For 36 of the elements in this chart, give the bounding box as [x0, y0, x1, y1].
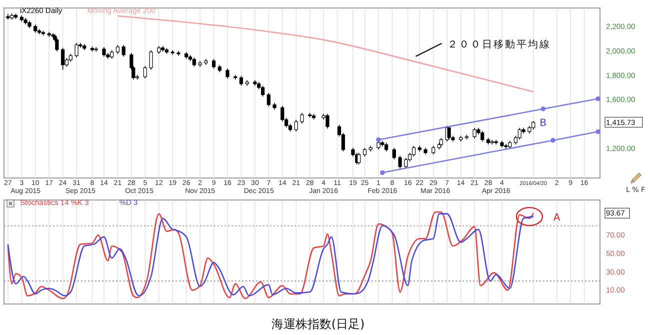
- candlestick: [404, 157, 408, 169]
- point: [376, 137, 381, 142]
- candlestick: [61, 47, 65, 70]
- point: [540, 106, 546, 112]
- candlestick: [102, 46, 106, 58]
- candlestick: [398, 155, 402, 169]
- candlestick: [392, 147, 396, 160]
- candlestick: [226, 68, 230, 79]
- annotation: B: [540, 118, 547, 129]
- candlestick: [480, 130, 484, 142]
- candlestick: [192, 57, 196, 68]
- candlestick: [149, 50, 153, 70]
- candlestick: [300, 112, 304, 124]
- candlestick: [472, 127, 476, 139]
- annotation: ２００日移動平均線: [448, 38, 552, 50]
- candlestick: [143, 66, 147, 79]
- point: [596, 96, 600, 102]
- annotation: A: [553, 212, 560, 224]
- candlestick: [280, 105, 284, 122]
- candlestick: [447, 126, 451, 140]
- candlestick: [260, 85, 265, 97]
- point: [380, 170, 385, 176]
- candlestick: [518, 127, 522, 140]
- candlestick: [294, 120, 298, 132]
- candlestick: [239, 75, 244, 86]
- candlestick: [212, 58, 216, 70]
- text: 海運株指数(日足): [271, 317, 365, 331]
- candlestick: [357, 152, 361, 165]
- point: [596, 129, 600, 134]
- candlestick: [326, 113, 330, 129]
- candlestick: [266, 92, 270, 107]
- candlestick: [74, 42, 78, 58]
- candlestick: [122, 44, 126, 58]
- point: [550, 138, 556, 143]
- candlestick: [55, 38, 59, 52]
- candlestick: [412, 145, 416, 157]
